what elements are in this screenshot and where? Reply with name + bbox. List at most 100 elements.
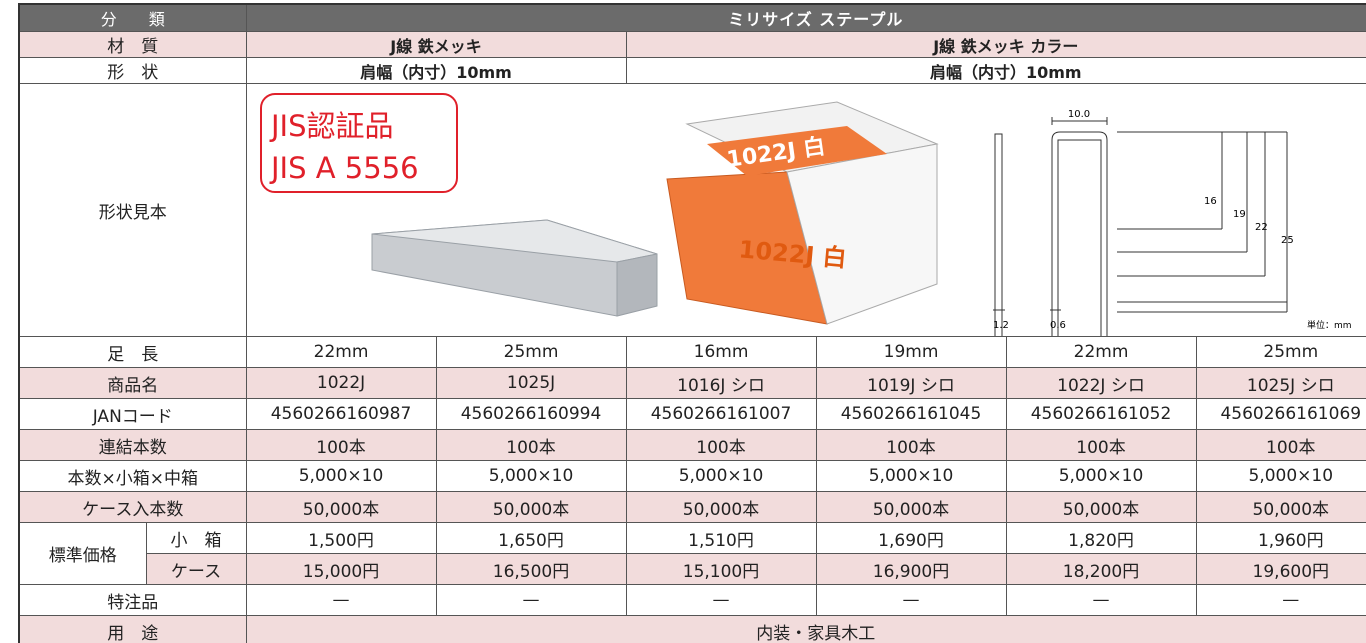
- table-row: 材 質 J線 鉄メッキ J線 鉄メッキ カラー: [18, 31, 1366, 58]
- usage-cell: 内装・家具木工: [245, 615, 1366, 643]
- table-wrapper: 分 類ミリサイズ ステープル材 質 J線 鉄メッキ J線 鉄メッキ カラー形 状肩幅…: [18, 3, 1366, 643]
- staple-strip-side: [616, 253, 658, 317]
- data-cell: 18,200円: [1005, 553, 1197, 585]
- table-row: 足 長 22mm 25mm 16mm 19mm 22mm 25mm: [18, 336, 1366, 368]
- data-cell: 1,960円: [1195, 522, 1366, 554]
- box-side: [785, 143, 938, 325]
- table-row: 連結本数 100本 100本 100本 100本 100本 100本: [18, 429, 1366, 461]
- row-label: 材 質: [18, 31, 247, 58]
- row-label: 標準価格: [18, 522, 147, 585]
- data-cell: 15,100円: [625, 553, 817, 585]
- data-cell: 100本: [1195, 429, 1366, 461]
- table-row: 商品名 1022J 1025J 1016J シロ 1019J シロ 1022J シロ 102…: [18, 367, 1366, 399]
- table-row: JANコード 4560266160987 4560266160994 45602661…: [18, 398, 1366, 430]
- data-cell: 16,500円: [435, 553, 627, 585]
- data-cell: 100本: [625, 429, 817, 461]
- data-cell: 50,000本: [435, 491, 627, 523]
- data-cell: 5,000×10: [435, 460, 627, 492]
- data-cell: 15,000円: [245, 553, 437, 585]
- data-cell: 100本: [815, 429, 1007, 461]
- data-cell: —: [435, 584, 627, 616]
- data-cell: 100本: [245, 429, 437, 461]
- data-cell: 22mm: [245, 336, 437, 368]
- data-cell: 25mm: [1195, 336, 1366, 368]
- data-cell: 1,500円: [245, 522, 437, 554]
- table-row: 形状見本 JIS認証品 JIS A 5556 1022J 白 1022J 白 10.0 16…: [18, 83, 1366, 337]
- row-label: 分 類: [18, 3, 247, 32]
- data-cell: 1022J: [245, 367, 437, 399]
- row-label: 足 長: [18, 336, 247, 368]
- badge-frame: [259, 93, 458, 193]
- row-label: 形状見本: [18, 83, 247, 337]
- sub-label: 小 箱: [145, 522, 247, 554]
- table-row: 特注品 — — — — — —: [18, 584, 1366, 616]
- data-cell: —: [245, 584, 437, 616]
- sub-label: ケース: [145, 553, 247, 585]
- data-cell: 5,000×10: [1005, 460, 1197, 492]
- dimension-label: 0.6: [1050, 320, 1066, 331]
- row-label: JANコード: [18, 398, 247, 430]
- table-row: 分 類ミリサイズ ステープル: [18, 3, 1366, 32]
- spec-table: 分 類ミリサイズ ステープル材 質 J線 鉄メッキ J線 鉄メッキ カラー形 状肩幅…: [18, 3, 1366, 643]
- data-cell: 5,000×10: [625, 460, 817, 492]
- data-cell: 4560266160987: [245, 398, 437, 430]
- data-cell: —: [625, 584, 817, 616]
- badge-text: JIS認証品: [269, 109, 394, 143]
- dimension-label: 22: [1255, 222, 1268, 233]
- dimension-label: 10.0: [1067, 109, 1089, 120]
- table-row: 標準価格小 箱 1,500円 1,650円 1,510円 1,690円 1,820円 1,9…: [18, 522, 1366, 585]
- data-cell: 50,000本: [1195, 491, 1366, 523]
- data-cell: 16mm: [625, 336, 817, 368]
- data-cell: 4560266161069: [1195, 398, 1366, 430]
- data-cell: 50,000本: [625, 491, 817, 523]
- box-label-band: [706, 126, 887, 176]
- data-cell: 100本: [1005, 429, 1197, 461]
- row-label: 特注品: [18, 584, 247, 616]
- dimension-label: 16: [1204, 196, 1217, 207]
- data-cell: 50,000本: [245, 491, 437, 523]
- data-cell: 50,000本: [815, 491, 1007, 523]
- data-cell: 4560266161052: [1005, 398, 1197, 430]
- group-cell: 肩幅（内寸）10mm: [625, 57, 1366, 84]
- data-cell: 1016J シロ: [625, 367, 817, 399]
- group-cell: J線 鉄メッキ カラー: [625, 31, 1366, 58]
- dimension-label: 19: [1233, 209, 1246, 220]
- table-row: 形 状肩幅（内寸）10mm 肩幅（内寸）10mm: [18, 57, 1366, 84]
- data-cell: 5,000×10: [815, 460, 1007, 492]
- row-label: ケース入本数: [18, 491, 247, 523]
- data-cell: 5,000×10: [245, 460, 437, 492]
- row-label: 用 途: [18, 615, 247, 643]
- data-cell: —: [815, 584, 1007, 616]
- data-cell: 1,510円: [625, 522, 817, 554]
- table-row: ケース 15,000円 16,500円 15,100円 16,900円 18,200円 19…: [19, 553, 1366, 585]
- group-cell: 肩幅（内寸）10mm: [245, 57, 627, 84]
- data-cell: 25mm: [435, 336, 627, 368]
- data-cell: 19,600円: [1195, 553, 1366, 585]
- row-label: 商品名: [18, 367, 247, 399]
- staple-side-view: [994, 133, 1003, 336]
- table-row: 本数×小箱×中箱 5,000×10 5,000×10 5,000×10 5,000×10…: [18, 460, 1366, 492]
- badge-text: JIS A 5556: [269, 151, 419, 185]
- data-cell: 50,000本: [1005, 491, 1197, 523]
- unit-label: 単位：mm: [1307, 319, 1352, 331]
- data-cell: 1022J シロ: [1005, 367, 1197, 399]
- header-title: ミリサイズ ステープル: [245, 3, 1366, 32]
- data-cell: 19mm: [815, 336, 1007, 368]
- data-cell: 1019J シロ: [815, 367, 1007, 399]
- table-row: 用 途内装・家具木工: [18, 615, 1366, 643]
- data-cell: 1,820円: [1005, 522, 1197, 554]
- data-cell: 4560266161045: [815, 398, 1007, 430]
- data-cell: 1,650円: [435, 522, 627, 554]
- data-cell: —: [1005, 584, 1197, 616]
- row-label: 本数×小箱×中箱: [18, 460, 247, 492]
- data-cell: 1025J シロ: [1195, 367, 1366, 399]
- dimension-label: 1.2: [993, 320, 1009, 331]
- data-cell: 22mm: [1005, 336, 1197, 368]
- group-cell: J線 鉄メッキ: [245, 31, 627, 58]
- data-cell: 4560266160994: [435, 398, 627, 430]
- row-label: 形 状: [18, 57, 247, 84]
- data-cell: 100本: [435, 429, 627, 461]
- staple-front-view: [1051, 131, 1108, 336]
- data-cell: 1,690円: [815, 522, 1007, 554]
